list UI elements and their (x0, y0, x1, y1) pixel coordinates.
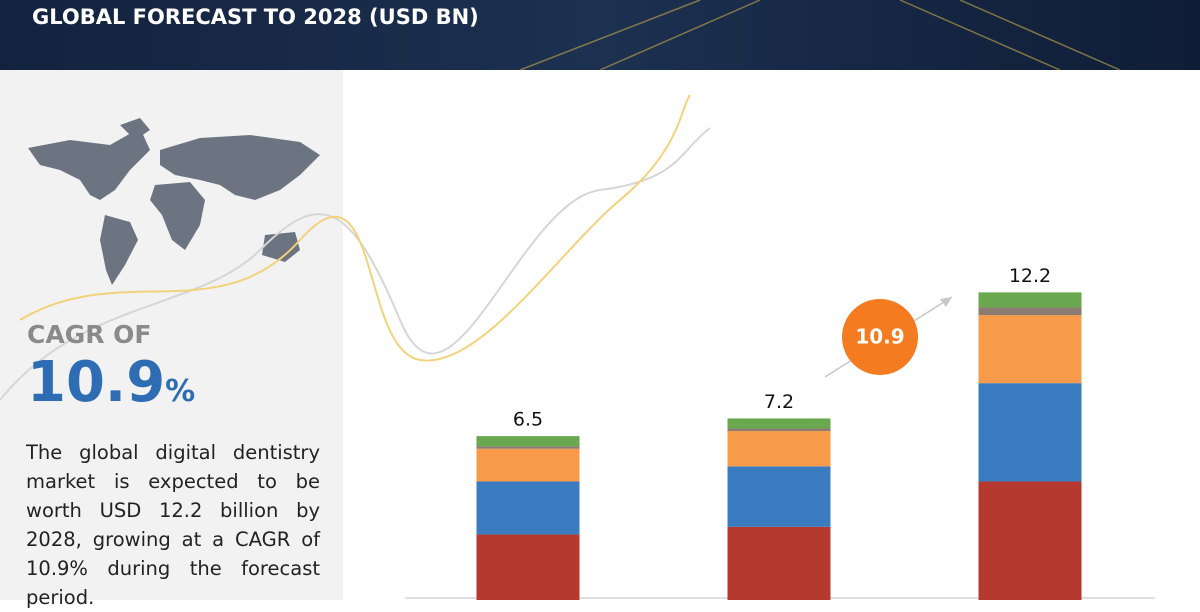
cagr-number: 10.9 (27, 350, 166, 415)
cagr-badge (842, 299, 918, 375)
bar-segment (476, 446, 580, 449)
header-band (0, 0, 1200, 70)
description: The global digital dentistry market is e… (26, 441, 320, 609)
bar-segment (978, 481, 1082, 600)
header-title: GLOBAL FORECAST TO 2028 (USD BN) (32, 5, 479, 29)
cagr-value: 10.9% (27, 350, 195, 415)
growth-arrow-head (940, 297, 952, 307)
bar-segment (978, 383, 1082, 482)
total-label: 6.5 (513, 409, 543, 431)
decorative-curves (0, 94, 711, 401)
bar-segment (476, 481, 580, 535)
cagr-label: CAGR OF (27, 320, 152, 349)
cagr-badge-label: 10.9 (855, 325, 904, 349)
bar-segment (978, 315, 1082, 384)
bar-segment (978, 307, 1082, 316)
world-map (28, 118, 320, 285)
bar-segment (978, 292, 1082, 308)
total-label: 7.2 (764, 391, 794, 413)
bar-segment (476, 436, 580, 447)
bar-segment (727, 526, 831, 600)
bar-segment (476, 448, 580, 482)
total-label: 12.2 (1009, 265, 1051, 287)
bar-segment (727, 466, 831, 527)
bar-segment (476, 534, 580, 600)
bar-segment (727, 431, 831, 467)
cagr-unit: % (165, 374, 196, 409)
bar-segment (727, 428, 831, 432)
bar-segment (727, 418, 831, 429)
header-decoration (519, 0, 1121, 71)
